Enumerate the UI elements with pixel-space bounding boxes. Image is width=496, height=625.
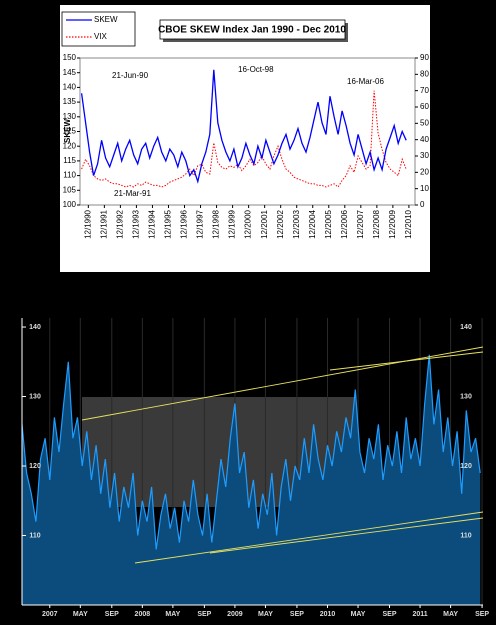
x-tick-label: 12/2007 [356, 209, 365, 238]
y2-tick-label: 60 [420, 102, 429, 111]
y2-axis-label: VIX [436, 124, 445, 138]
x-tick-label: SEP [290, 611, 304, 618]
x-tick-label: 12/1998 [212, 209, 221, 238]
x-tick-label: 2010 [320, 611, 336, 618]
x-tick-label: 2008 [135, 611, 151, 618]
y-tick-label: 110 [63, 171, 76, 180]
y2-tick-label: 10 [420, 184, 429, 193]
y-tick-label: 110 [29, 532, 40, 539]
y-tick-label: 130 [29, 393, 41, 400]
y-tick-label: 150 [63, 53, 77, 62]
x-tick-label: 12/2005 [324, 209, 333, 238]
plot-frame [79, 57, 416, 206]
x-tick-label: SEP [382, 611, 396, 618]
x-tick-label: 12/2010 [404, 209, 413, 238]
x-tick-label: 12/2002 [276, 209, 285, 238]
area-fill [22, 354, 481, 605]
x-tick-label: 2009 [227, 611, 243, 618]
chart-title: CBOE SKEW Index Jan 1990 - Dec 2010 [158, 25, 346, 36]
y-tick-label-right: 110 [460, 532, 471, 539]
legend-label: VIX [94, 32, 108, 41]
y-tick-label: 135 [63, 97, 77, 106]
y-tick-label: 105 [63, 185, 77, 194]
y2-tick-label: 80 [420, 69, 429, 78]
x-tick-label: SEP [197, 611, 211, 618]
legend-box [61, 11, 136, 47]
series-line [80, 69, 407, 184]
x-tick-label: 2011 [412, 611, 427, 618]
x-tick-label: 12/1990 [83, 209, 92, 238]
x-tick-label: MAY [443, 611, 458, 618]
x-tick-label: SEP [105, 611, 119, 618]
x-tick-label: 12/1996 [180, 209, 189, 238]
x-tick-label: MAY [351, 611, 366, 618]
title-box [159, 19, 346, 40]
x-tick-label: MAY [165, 611, 180, 618]
y-tick-label: 120 [63, 141, 77, 150]
x-tick-label: 12/1997 [196, 209, 205, 238]
x-tick-label: 12/2006 [340, 209, 349, 238]
series-line [81, 90, 407, 188]
x-tick-label: MAY [73, 611, 88, 618]
x-tick-label: 12/1992 [116, 209, 125, 238]
x-tick-label: SEP [475, 611, 489, 618]
y-tick-label: 140 [63, 83, 77, 92]
x-tick-label: 12/2008 [372, 209, 381, 238]
trend-line [329, 351, 484, 371]
x-tick-label: 12/1993 [132, 209, 141, 238]
y2-tick-label: 40 [420, 135, 429, 144]
x-tick-label: MAY [258, 611, 273, 618]
y2-tick-label: 50 [420, 118, 429, 127]
legend-label: SKEW [94, 15, 118, 24]
trend-line [134, 511, 484, 564]
y2-tick-label: 30 [420, 151, 429, 160]
x-tick-label: 12/2004 [308, 209, 317, 238]
x-tick-label: 12/1994 [148, 209, 157, 238]
y-tick-label: 140 [29, 324, 41, 331]
annotation: 21-Jun-90 [112, 71, 149, 80]
x-tick-label: 12/1995 [164, 209, 173, 238]
y-tick-label: 130 [63, 112, 77, 121]
y2-tick-label: 20 [420, 167, 429, 176]
y-tick-label-right: 130 [460, 393, 472, 400]
x-tick-label: 12/2000 [244, 209, 253, 238]
y2-tick-label: 0 [420, 200, 425, 209]
y-tick-label: 120 [29, 463, 41, 470]
y-tick-label-right: 120 [460, 463, 472, 470]
y-tick-label: 115 [63, 156, 76, 165]
x-tick-label: 12/1991 [99, 209, 108, 238]
x-tick-label: 12/2009 [388, 209, 397, 238]
x-tick-label: 12/2003 [292, 209, 301, 238]
x-tick-label: 2007 [42, 611, 58, 618]
x-tick-label: 12/1999 [228, 209, 237, 238]
y-tick-label: 145 [63, 68, 77, 77]
annotation: 21-Mar-91 [114, 189, 151, 198]
trend-line [81, 346, 484, 421]
y-axis-label: SKEW [63, 119, 72, 143]
y-tick-label: 100 [63, 200, 77, 209]
annotation: 16-Oct-98 [238, 65, 274, 74]
x-tick-label: 12/2001 [260, 209, 269, 238]
area-line [21, 354, 481, 550]
y2-tick-label: 90 [420, 53, 429, 62]
annotation: 16-Mar-06 [347, 77, 384, 86]
y-tick-label-right: 140 [460, 324, 472, 331]
y2-tick-label: 70 [420, 86, 429, 95]
trend-line [209, 517, 484, 554]
y-tick-label: 125 [63, 127, 77, 136]
